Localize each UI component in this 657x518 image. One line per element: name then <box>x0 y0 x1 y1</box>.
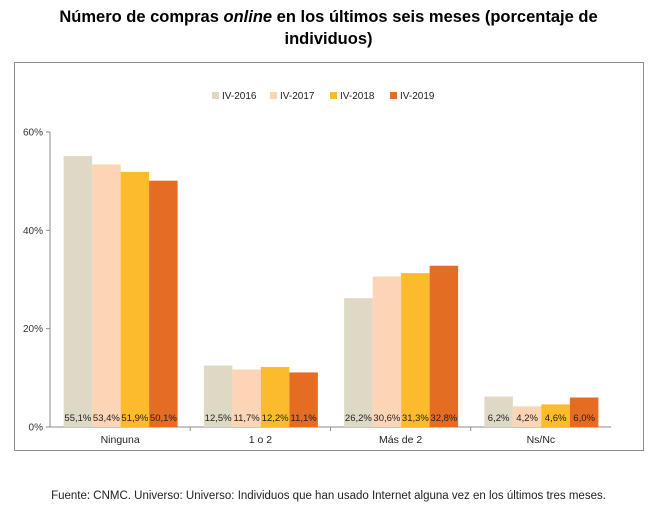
x-tick-label: Más de 2 <box>379 434 422 446</box>
bar <box>401 273 430 427</box>
chart-title-line-1: Número de compras online en los últimos … <box>0 6 657 28</box>
bar <box>260 367 290 427</box>
title-text-2: en los últimos seis meses (porcentaje de <box>272 8 598 26</box>
bar-data-label: 4,6% <box>545 413 567 424</box>
bar-data-label: 51,9% <box>121 413 148 424</box>
bar <box>149 180 178 427</box>
legend-label: IV-2016 <box>222 91 257 102</box>
bar <box>344 298 373 427</box>
y-tick-label: 20% <box>23 324 43 335</box>
legend-swatch <box>270 92 277 99</box>
bar <box>372 276 402 427</box>
source-note: Fuente: CNMC. Universo: Universo: Indivi… <box>51 490 606 502</box>
bar <box>232 369 261 427</box>
x-tick-label: 1 o 2 <box>249 434 273 446</box>
y-tick-label: 60% <box>23 128 43 139</box>
chart-frame <box>14 62 644 451</box>
bar-data-label: 6,2% <box>488 413 510 424</box>
legend-label: IV-2017 <box>280 91 315 102</box>
bar <box>569 397 599 427</box>
title-text-1: Número de compras <box>59 8 224 26</box>
bar <box>429 265 459 427</box>
bar-data-label: 12,5% <box>205 413 232 424</box>
title-italic-text: online <box>223 8 273 26</box>
bar-data-label: 30,6% <box>373 413 400 424</box>
legend-label: IV-2019 <box>400 91 435 102</box>
bar-data-label: 11,7% <box>234 413 261 424</box>
bar-data-label: 31,3% <box>402 413 429 424</box>
bar-data-label: 55,1% <box>64 413 91 424</box>
chart-title: Número de compras online en los últimos … <box>0 6 657 50</box>
chart-title-line-2: individuos) <box>284 30 373 48</box>
bar <box>484 396 513 427</box>
bar <box>92 164 121 427</box>
bar-data-label: 32,8% <box>430 413 457 424</box>
legend-swatch <box>330 92 337 99</box>
bar-chart: 0% 20% 40% 60% 55,1% 53,4% 51,9% 50,1% Ninguna 12… <box>23 91 611 446</box>
bar <box>203 365 233 427</box>
x-tick-label: Ninguna <box>101 434 140 446</box>
bar-data-label: 26,2% <box>345 413 372 424</box>
bar <box>63 156 93 427</box>
bar <box>289 372 318 427</box>
bar-data-label: 53,4% <box>93 413 120 424</box>
bar-data-label: 12,2% <box>262 413 289 424</box>
bar-data-label: 4,2% <box>516 413 538 424</box>
bar <box>541 404 570 427</box>
legend-label: IV-2018 <box>340 91 375 102</box>
legend-swatch <box>390 92 397 99</box>
legend-swatch <box>212 92 219 99</box>
y-tick-label: 40% <box>23 226 43 237</box>
bar <box>512 406 542 427</box>
bar <box>120 171 150 427</box>
bar-data-label: 11,1% <box>291 413 318 424</box>
bar-data-label: 6,0% <box>573 413 595 424</box>
bar-data-label: 50,1% <box>150 413 177 424</box>
x-tick-label: Ns/Nc <box>527 434 556 446</box>
y-tick-label: 0% <box>29 423 44 434</box>
